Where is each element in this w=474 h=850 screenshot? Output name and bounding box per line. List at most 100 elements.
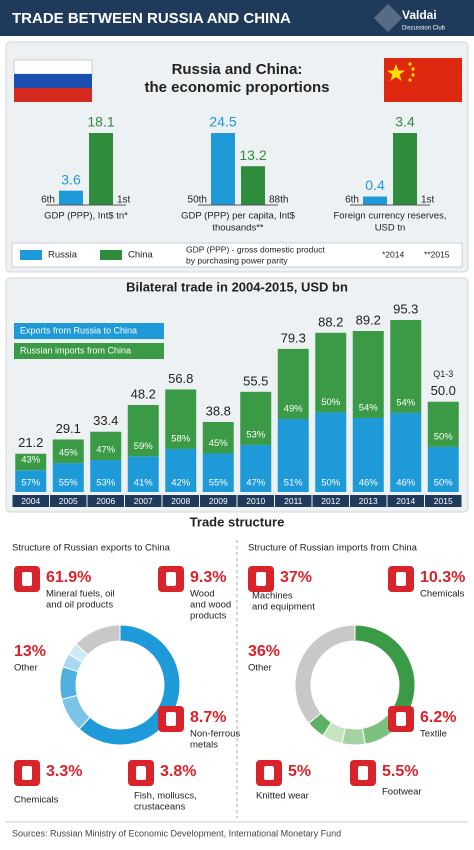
flag-star bbox=[387, 64, 405, 81]
share-label: 50% bbox=[321, 397, 341, 408]
total-label: 89.2 bbox=[356, 312, 381, 327]
total-label: 55.5 bbox=[243, 373, 268, 388]
value-label: 0.4 bbox=[365, 177, 385, 193]
year-band bbox=[237, 495, 274, 507]
donut-slice bbox=[294, 624, 356, 724]
year-band bbox=[125, 495, 162, 507]
value-label: 3.6 bbox=[61, 171, 81, 187]
category-label: Other bbox=[14, 663, 38, 674]
rank-label: 1st bbox=[117, 195, 131, 206]
share-label: 50% bbox=[434, 478, 454, 489]
share-label: 6.2% bbox=[420, 709, 456, 726]
icon-glyph bbox=[136, 766, 146, 780]
total-label: 29.1 bbox=[56, 421, 81, 436]
import-segment bbox=[202, 421, 234, 454]
year-band bbox=[87, 495, 124, 507]
share-label: 47% bbox=[246, 478, 266, 489]
year-band bbox=[387, 495, 424, 507]
category-label: Machines bbox=[252, 591, 293, 602]
year-band bbox=[200, 495, 237, 507]
legend-label: China bbox=[128, 250, 154, 261]
import-segment bbox=[127, 405, 159, 457]
donut-slice bbox=[75, 624, 121, 656]
x-tick-label: 2005 bbox=[59, 496, 78, 506]
year-band bbox=[50, 495, 87, 507]
legend-label: Exports from Russia to China bbox=[20, 325, 137, 335]
x-tick-label: 2010 bbox=[246, 496, 265, 506]
value-label: 24.5 bbox=[209, 114, 236, 130]
section-title: Trade structure bbox=[190, 514, 285, 529]
chart-title: the economic proportions bbox=[144, 79, 329, 96]
icon-glyph bbox=[22, 766, 32, 780]
total-label: 38.8 bbox=[206, 403, 231, 418]
source-note: Sources: Russian Ministry of Economic De… bbox=[12, 828, 341, 838]
category-label: and wood bbox=[190, 600, 231, 611]
category-label: crustaceans bbox=[134, 802, 185, 813]
value-label: 3.4 bbox=[395, 114, 415, 130]
icon-glyph bbox=[166, 712, 176, 726]
share-label: 54% bbox=[359, 402, 379, 413]
export-segment bbox=[277, 419, 309, 492]
x-tick-label: 2006 bbox=[96, 496, 115, 506]
share-label: 55% bbox=[59, 478, 79, 489]
logo-sub: Discussion Club bbox=[402, 26, 446, 32]
share-label: 41% bbox=[134, 478, 154, 489]
import-segment bbox=[15, 453, 47, 471]
share-label: 3.8% bbox=[160, 763, 196, 780]
chart-subtitle: Structure of Russian exports to China bbox=[12, 543, 171, 554]
share-label: 55% bbox=[209, 478, 229, 489]
category-label: thousands** bbox=[212, 223, 264, 234]
category-label: Footwear bbox=[382, 787, 422, 798]
total-label: 48.2 bbox=[131, 386, 156, 401]
rank-label: 88th bbox=[269, 195, 288, 206]
x-tick-label: 2007 bbox=[134, 496, 153, 506]
total-label: 79.3 bbox=[281, 330, 306, 345]
import-segment bbox=[52, 439, 84, 464]
icon-glyph bbox=[166, 572, 176, 586]
category-label: Other bbox=[248, 663, 272, 674]
flag-star bbox=[408, 78, 412, 82]
share-label: 45% bbox=[209, 438, 229, 449]
legend-swatch bbox=[20, 250, 42, 260]
export-segment bbox=[52, 463, 84, 492]
chart-title: Bilateral trade in 2004-2015, USD bn bbox=[126, 279, 348, 294]
x-tick-label: 2008 bbox=[171, 496, 190, 506]
category-label: Chemicals bbox=[420, 589, 465, 600]
category-label: Textile bbox=[420, 729, 447, 740]
import-segment bbox=[427, 401, 459, 447]
rank-label: 1st bbox=[421, 195, 435, 206]
note: by purchasing power parity bbox=[186, 255, 288, 265]
share-label: 42% bbox=[171, 478, 191, 489]
import-segment bbox=[390, 320, 422, 413]
x-tick-label: 2014 bbox=[396, 496, 415, 506]
legend-band bbox=[14, 343, 164, 359]
logo: Valdai bbox=[402, 8, 437, 22]
chart-subtitle: Structure of Russian imports from China bbox=[248, 543, 418, 554]
icon-glyph bbox=[358, 766, 368, 780]
flag-stripe bbox=[14, 74, 92, 88]
import-segment bbox=[315, 332, 347, 413]
russia-flag bbox=[13, 59, 93, 102]
export-segment bbox=[315, 412, 347, 492]
header-title: TRADE BETWEEN RUSSIA AND CHINA bbox=[12, 10, 291, 27]
x-tick-label: 2004 bbox=[21, 496, 40, 506]
bar bbox=[59, 190, 83, 205]
donut-slice bbox=[341, 727, 366, 746]
category-label: Wood bbox=[190, 589, 215, 600]
category-label: Non-ferrous bbox=[190, 729, 240, 740]
category-label: and equipment bbox=[252, 602, 315, 613]
year-band bbox=[350, 495, 387, 507]
rank-label: 50th bbox=[188, 195, 207, 206]
year-band bbox=[312, 495, 349, 507]
annotation: Q1-3 bbox=[433, 369, 453, 379]
share-label: 47% bbox=[96, 445, 116, 456]
import-segment bbox=[240, 391, 272, 445]
share-label: 43% bbox=[21, 455, 41, 466]
export-segment bbox=[127, 456, 159, 492]
category-label: Chemicals bbox=[14, 795, 59, 806]
donut-slice bbox=[59, 666, 79, 700]
bar bbox=[363, 196, 387, 205]
share-label: 37% bbox=[280, 569, 312, 586]
export-segment bbox=[390, 412, 422, 492]
import-segment bbox=[277, 348, 309, 420]
